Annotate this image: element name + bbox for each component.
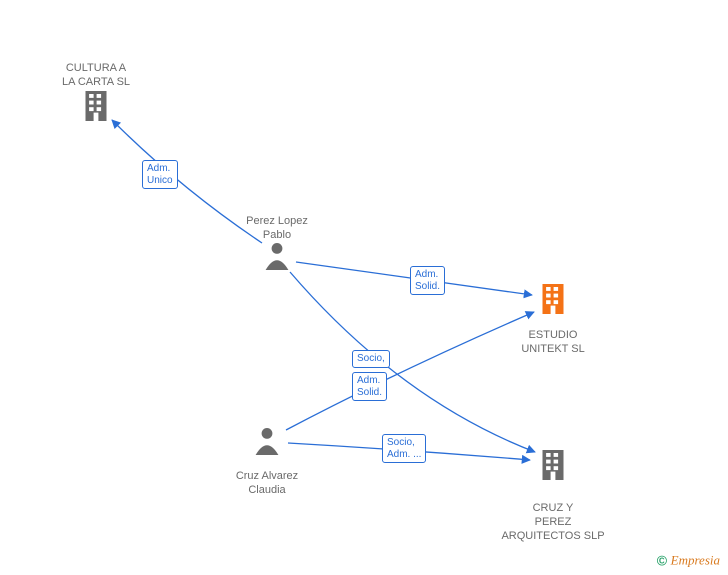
person-icon[interactable] (266, 243, 289, 270)
node-label: CULTURA A LA CARTA SL (62, 62, 130, 90)
edge-label: Socio, Adm. ... (382, 434, 426, 463)
company-icon[interactable] (86, 91, 107, 121)
node-label: CRUZ Y PEREZ ARQUITECTOS SLP (501, 502, 604, 543)
attribution: © Empresia (657, 552, 720, 569)
brand-name: Empresia (671, 553, 720, 568)
person-icon[interactable] (256, 428, 279, 455)
edge (286, 312, 534, 430)
company-icon[interactable] (543, 450, 564, 480)
network-diagram: Adm. Unico Adm. Solid. Socio, Adm. Solid. So… (0, 0, 728, 575)
edge-label: Adm. Solid. (410, 266, 445, 295)
company-icon[interactable] (543, 284, 564, 314)
node-label: ESTUDIO UNITEKT SL (521, 329, 584, 357)
edge (290, 272, 535, 452)
copyright-icon: © (657, 553, 667, 569)
node-label: Cruz Alvarez Claudia (236, 470, 298, 498)
nodes-layer (86, 91, 564, 480)
node-label: Perez Lopez Pablo (246, 215, 308, 243)
edge (112, 120, 262, 243)
edge-label: Socio, (352, 350, 390, 368)
edge-label: Adm. Solid. (352, 372, 387, 401)
edge-label: Adm. Unico (142, 160, 178, 189)
